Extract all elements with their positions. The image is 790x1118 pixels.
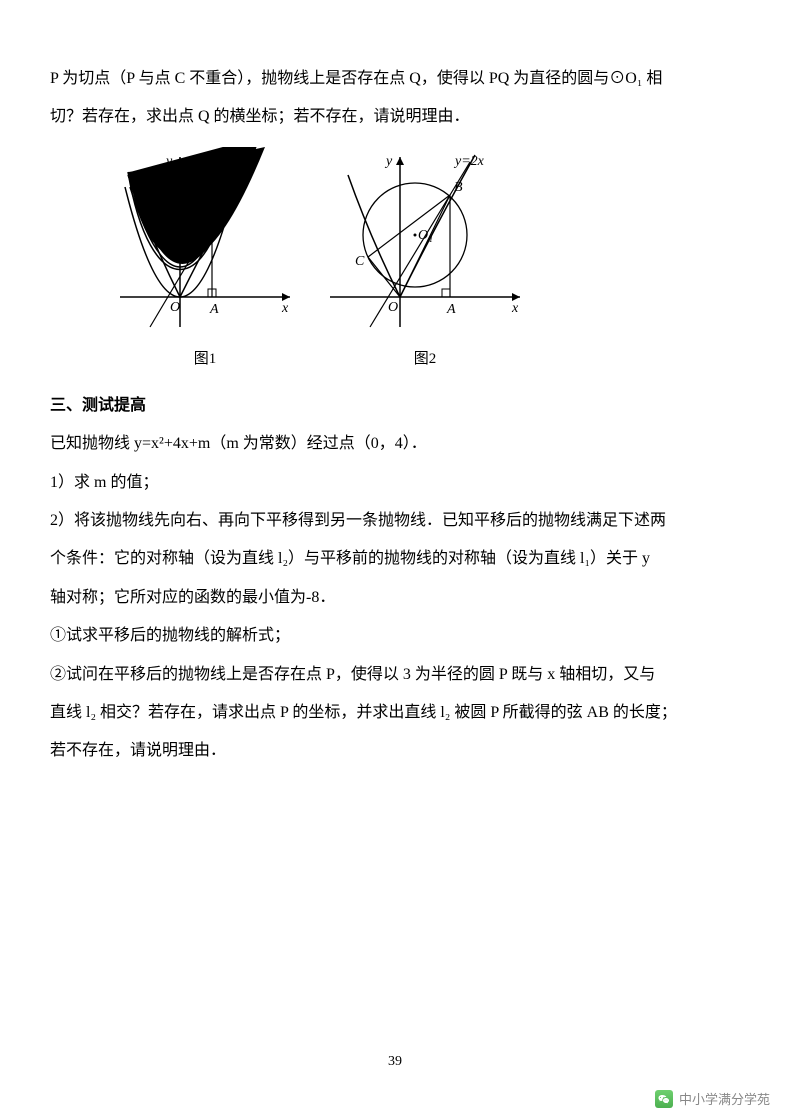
paragraph-8: ①试求平移后的抛物线的解析式； (50, 617, 740, 655)
paragraph-6: 个条件：它的对称轴（设为直线 l₂）与平移前的抛物线的对称轴（设为直线 l₁）关… (50, 540, 740, 578)
paragraph-4: 1）求 m 的值； (50, 464, 740, 502)
svg-text:C: C (355, 254, 365, 269)
footer-watermark: 中小学满分学苑 (655, 1089, 770, 1108)
svg-text:B: B (454, 180, 463, 195)
paragraph-9: ②试问在平移后的抛物线上是否存在点 P，使得以 3 为半径的圆 P 既与 x 轴… (50, 656, 740, 694)
figure-2: O A B C O₁ x y y=2x 图2 (320, 147, 530, 377)
section-header: 三、测试提高 (50, 387, 740, 425)
paragraph-11: 若不存在，请说明理由． (50, 732, 740, 770)
figures-row: O A B x y y=2x 图1 (110, 147, 740, 377)
page-number: 39 (0, 1054, 790, 1070)
paragraph-5: 2）将该抛物线先向右、再向下平移得到另一条抛物线．已知平移后的抛物线满足下述两 (50, 502, 740, 540)
label-A: A (209, 302, 219, 317)
paragraph-7: 轴对称；它所对应的函数的最小值为-8． (50, 579, 740, 617)
svg-text:O₁: O₁ (418, 228, 433, 243)
svg-text:y=2x: y=2x (453, 154, 485, 169)
svg-text:O: O (388, 300, 398, 315)
figure-1-svg: O A B x y y=2x (110, 147, 300, 337)
paragraph-3: 已知抛物线 y=x²+4x+m（m 为常数）经过点（0，4）． (50, 425, 740, 463)
svg-text:y: y (384, 154, 393, 169)
figure-2-svg: O A B C O₁ x y y=2x (320, 147, 530, 337)
label-O: O (170, 300, 180, 315)
wechat-icon (655, 1090, 673, 1108)
svg-text:x: x (511, 301, 519, 316)
paragraph-top-2: 切？若存在，求出点 Q 的横坐标；若不存在，请说明理由． (50, 98, 740, 136)
label-B: B (218, 204, 227, 219)
svg-text:A: A (446, 302, 456, 317)
figure-1-caption: 图1 (194, 341, 217, 377)
footer-text: 中小学满分学苑 (679, 1089, 770, 1108)
paragraph-top-1: P 为切点（P 与点 C 不重合），抛物线上是否存在点 Q，使得以 PQ 为直径… (50, 60, 740, 98)
paragraph-10: 直线 l₂ 相交？若存在，请求出点 P 的坐标，并求出直线 l₂ 被圆 P 所截… (50, 694, 740, 732)
label-line: y=2x (226, 154, 258, 169)
figure-1: O A B x y y=2x 图1 (110, 147, 300, 377)
label-x: x (281, 301, 289, 316)
figure-2-caption: 图2 (414, 341, 437, 377)
label-y: y (164, 154, 173, 169)
